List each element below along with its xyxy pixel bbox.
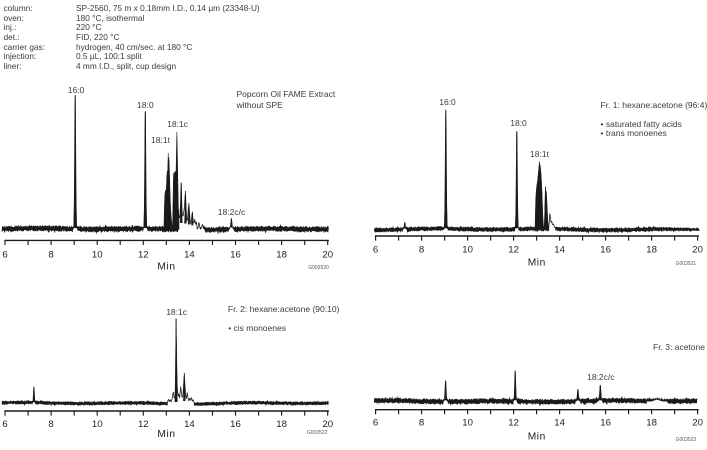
svg-text:Min: Min bbox=[528, 432, 546, 443]
svg-text:20: 20 bbox=[692, 417, 703, 428]
svg-text:16: 16 bbox=[230, 250, 241, 261]
svg-text:G003520: G003520 bbox=[308, 265, 329, 271]
svg-text:18: 18 bbox=[646, 245, 657, 256]
svg-text:8: 8 bbox=[48, 419, 53, 430]
svg-text:14: 14 bbox=[184, 419, 195, 430]
svg-text:18: 18 bbox=[276, 250, 287, 261]
svg-text:6: 6 bbox=[373, 245, 378, 256]
svg-text:16: 16 bbox=[230, 419, 241, 430]
svg-text:16: 16 bbox=[600, 245, 611, 256]
svg-text:14: 14 bbox=[184, 250, 195, 261]
svg-text:8: 8 bbox=[48, 250, 53, 261]
svg-text:G003521: G003521 bbox=[676, 261, 697, 267]
svg-text:18: 18 bbox=[646, 417, 657, 428]
svg-text:20: 20 bbox=[692, 245, 703, 256]
svg-text:14: 14 bbox=[554, 417, 565, 428]
svg-text:6: 6 bbox=[2, 250, 7, 261]
svg-text:14: 14 bbox=[554, 245, 565, 256]
svg-text:12: 12 bbox=[508, 417, 519, 428]
svg-text:8: 8 bbox=[419, 417, 424, 428]
svg-text:10: 10 bbox=[92, 250, 103, 261]
svg-text:12: 12 bbox=[508, 245, 519, 256]
svg-text:10: 10 bbox=[92, 419, 103, 430]
svg-text:Min: Min bbox=[157, 261, 175, 272]
svg-text:10: 10 bbox=[462, 245, 473, 256]
svg-text:18: 18 bbox=[276, 419, 287, 430]
svg-text:6: 6 bbox=[373, 417, 378, 428]
svg-text:12: 12 bbox=[138, 250, 149, 261]
svg-text:12: 12 bbox=[138, 419, 149, 430]
svg-text:G003522: G003522 bbox=[307, 430, 328, 436]
svg-text:8: 8 bbox=[419, 245, 424, 256]
svg-text:Min: Min bbox=[528, 258, 546, 269]
svg-text:10: 10 bbox=[462, 417, 473, 428]
svg-text:16: 16 bbox=[600, 417, 611, 428]
svg-text:G003523: G003523 bbox=[676, 437, 697, 443]
svg-text:20: 20 bbox=[322, 250, 333, 261]
svg-text:20: 20 bbox=[322, 419, 333, 430]
svg-text:6: 6 bbox=[2, 419, 7, 430]
svg-text:Min: Min bbox=[157, 429, 175, 440]
